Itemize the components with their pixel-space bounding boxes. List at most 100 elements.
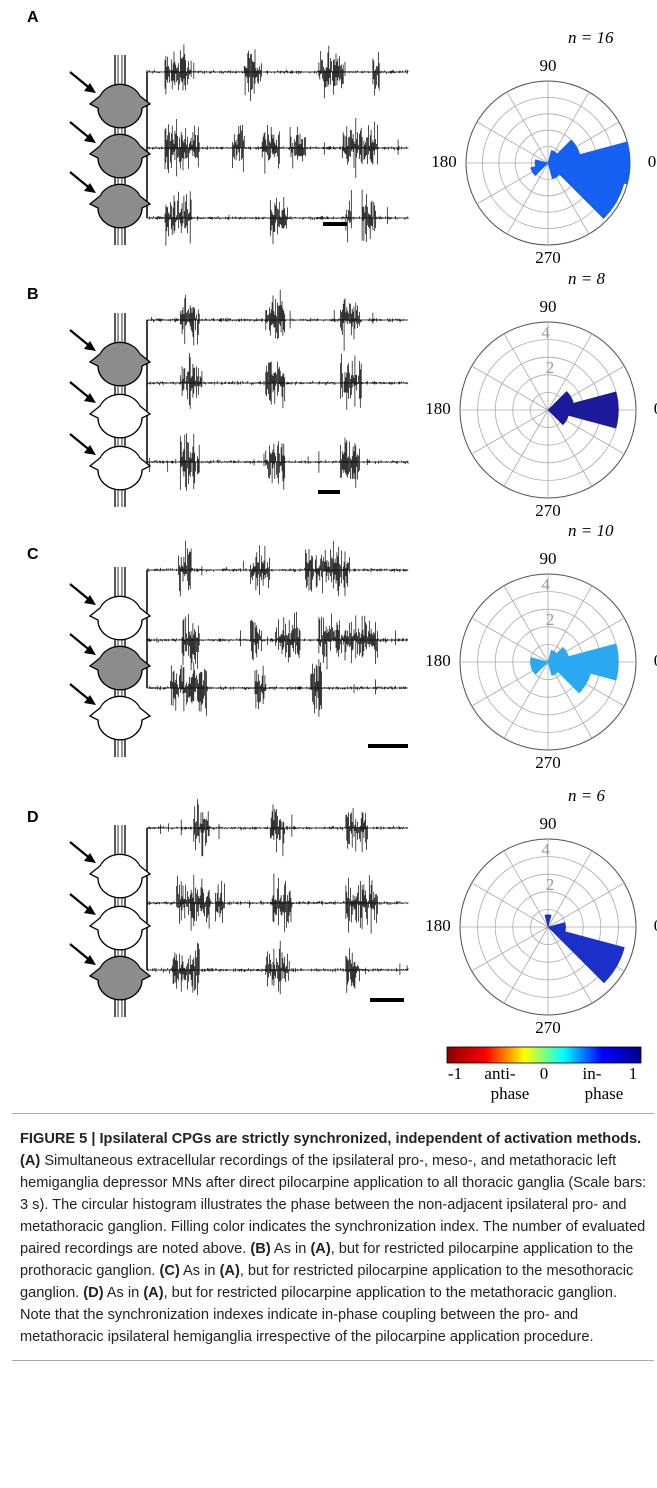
ganglion: [88, 595, 152, 641]
polar-spoke: [547, 91, 590, 164]
polar-spoke: [471, 617, 549, 663]
arrow-head: [84, 595, 96, 605]
angle-label: 90: [540, 814, 557, 833]
sector: [530, 661, 549, 675]
sector: [547, 139, 580, 164]
caption-text: , but for restricted pilocarpine applica…: [20, 1285, 618, 1345]
caption-text: (A): [20, 1153, 41, 1169]
n-label: n = 6: [568, 786, 605, 805]
colorbar-tick-label: 0: [540, 1064, 549, 1083]
arrow-head: [84, 133, 96, 143]
sector: [530, 162, 549, 177]
panel-letter: D: [27, 809, 39, 826]
angle-label: 90: [540, 297, 557, 316]
panel-letter: C: [27, 546, 39, 563]
recording-trace: [146, 940, 409, 995]
polar-spoke: [506, 162, 549, 235]
sector: [547, 391, 619, 429]
polar-spoke: [476, 121, 549, 164]
caption-text: (C): [159, 1263, 180, 1279]
polar-spoke: [503, 409, 549, 487]
caption-text: (D): [83, 1285, 104, 1301]
ganglion: [88, 133, 152, 179]
radial-tick-label: 4: [541, 840, 550, 859]
polar-spoke: [503, 661, 549, 739]
in-label: in-: [583, 1064, 602, 1083]
ganglion: [88, 853, 152, 899]
polar-spoke: [471, 409, 549, 455]
arrow-head: [84, 183, 96, 193]
sector: [547, 661, 591, 694]
angle-label: 0: [648, 152, 657, 171]
polar-spoke: [547, 409, 593, 487]
figure: A 0 90 180 270 n = 16 B 2 4 0 90 180 270 n = 8 C 2 4 0 90 1…: [27, 9, 657, 1103]
sector: [547, 141, 631, 185]
radial-tick-label: 2: [546, 875, 555, 894]
arrow-head: [84, 393, 96, 403]
polar-spoke: [471, 926, 549, 972]
arrow-head: [84, 905, 96, 915]
polar-spoke: [471, 882, 549, 928]
recording-trace: [146, 44, 409, 101]
ganglion: [88, 83, 152, 129]
n-label: n = 16: [568, 28, 614, 47]
caption-text: , but for restricted pilocarpine applica…: [20, 1263, 634, 1301]
sector: [547, 926, 625, 984]
angle-label: 90: [540, 549, 557, 568]
polar-spoke: [547, 333, 593, 411]
caption-text: As in: [179, 1263, 220, 1279]
radial-tick-label: 2: [546, 358, 555, 377]
caption-text: As in: [270, 1241, 311, 1257]
ganglion: [88, 695, 152, 741]
sector: [544, 914, 552, 928]
polar-spoke: [503, 585, 549, 663]
caption-text: (A): [310, 1241, 331, 1257]
recording-trace: [146, 540, 409, 597]
colorbar-tick-label: 1: [629, 1064, 638, 1083]
caption-text: (A): [143, 1285, 164, 1301]
ganglion: [88, 183, 152, 229]
arrow-head: [84, 695, 96, 705]
colorbar: [446, 1046, 642, 1064]
arrow-head: [84, 83, 96, 93]
recording-trace: [146, 612, 409, 671]
angle-label: 0: [654, 651, 657, 670]
polar-spoke: [547, 661, 593, 739]
recording-trace: [146, 289, 409, 351]
arrow-head: [84, 853, 96, 863]
caption-text: (B): [250, 1241, 271, 1257]
caption-text: FIGURE 5 | Ipsilateral CPGs are strictly…: [20, 1131, 642, 1147]
caption-text: , but for restricted pilocarpine applica…: [20, 1241, 634, 1279]
radial-tick-label: 2: [546, 610, 555, 629]
caption-text: Simultaneous extracellular recordings of…: [20, 1153, 647, 1257]
angle-label: 270: [535, 1018, 561, 1037]
polar-spoke: [547, 926, 593, 1004]
caption-text: As in: [103, 1285, 144, 1301]
n-label: n = 8: [568, 269, 605, 288]
sector: [547, 643, 619, 681]
recording-trace: [146, 352, 409, 410]
sector: [547, 646, 569, 663]
recording-trace: [146, 659, 409, 717]
polar-spoke: [503, 850, 549, 928]
recording-trace: [146, 873, 409, 934]
polar-spoke: [547, 882, 625, 928]
sector: [547, 409, 569, 426]
colorbar-tick-label: -1: [448, 1064, 462, 1083]
angle-label: 270: [535, 248, 561, 267]
caption: FIGURE 5 | Ipsilateral CPGs are strictly…: [12, 1113, 654, 1361]
sector: [547, 649, 558, 663]
angle-label: 180: [425, 399, 451, 418]
recording-trace: [146, 799, 409, 857]
polar-spoke: [547, 850, 593, 928]
angle-label: 0: [654, 399, 657, 418]
recording-trace: [146, 433, 409, 491]
arrow-head: [84, 645, 96, 655]
ganglion: [88, 905, 152, 951]
ganglion: [88, 445, 152, 491]
sector: [547, 390, 574, 411]
angle-label: 270: [535, 753, 561, 772]
angle-label: 90: [540, 56, 557, 75]
polar-spoke: [503, 926, 549, 1004]
polar-spoke: [506, 91, 549, 164]
